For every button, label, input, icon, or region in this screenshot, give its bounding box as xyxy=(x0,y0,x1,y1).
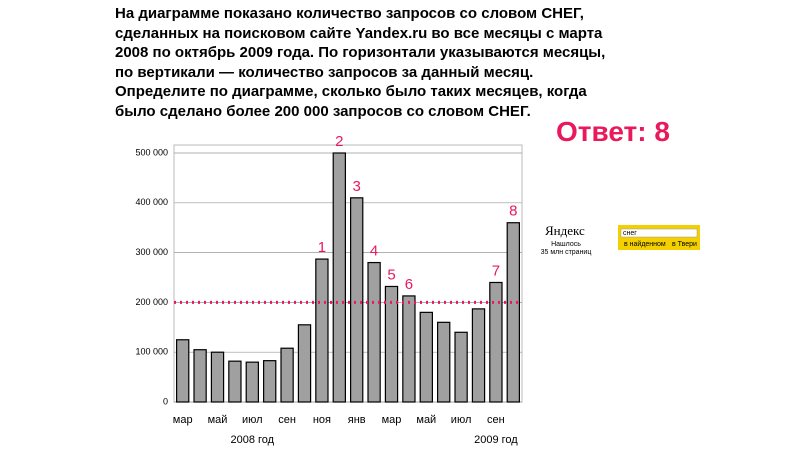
bar xyxy=(176,339,190,403)
y-tick-label: 300 000 xyxy=(135,247,168,257)
bar xyxy=(280,347,294,403)
y-tick-label: 100 000 xyxy=(135,347,168,357)
yandex-logo: Яндекс xyxy=(545,223,585,238)
marker-label: 8 xyxy=(509,203,517,220)
bar xyxy=(506,222,520,403)
plot-area xyxy=(173,144,523,403)
x-tick-label: ноя xyxy=(313,414,331,426)
bar xyxy=(367,261,381,403)
year-label: 2008 год xyxy=(231,434,275,446)
bar xyxy=(263,360,277,403)
y-tick-label: 0 xyxy=(163,396,168,406)
x-tick-label: июл xyxy=(242,414,263,426)
marker-label: 4 xyxy=(370,243,378,260)
bar xyxy=(350,197,364,403)
bar xyxy=(471,308,486,403)
task-line: Определите по диаграмме, сколько было та… xyxy=(115,83,587,100)
marker-label: 3 xyxy=(353,178,361,195)
bar xyxy=(489,281,503,403)
task-text: На диаграмме показано количество запросо… xyxy=(115,4,605,121)
bar xyxy=(245,361,259,403)
x-tick-label: янв xyxy=(348,414,366,426)
bar xyxy=(419,311,433,403)
bar xyxy=(332,152,346,403)
marker-label: 5 xyxy=(387,266,395,283)
marker-label: 7 xyxy=(492,262,500,279)
bar xyxy=(315,258,329,403)
task-line: сделанных на поисковом сайте Yandex.ru в… xyxy=(115,24,603,42)
year-label: 2009 год xyxy=(474,434,518,446)
x-tick-label: мар xyxy=(382,414,402,426)
x-tick-label: мар xyxy=(173,414,193,426)
task-line: На диаграмме показано количество запросо… xyxy=(115,5,584,22)
yandex-widget: Яндекс Нашлось 35 млн страниц снег в най… xyxy=(541,223,700,256)
answer: Ответ: 8 xyxy=(556,116,670,147)
yandex-option: в найденном xyxy=(624,240,666,248)
yandex-query: снег xyxy=(623,230,637,237)
x-tick-label: сен xyxy=(487,414,505,426)
yandex-count: 35 млн страниц xyxy=(541,249,592,256)
bar xyxy=(454,331,468,403)
x-tick-label: май xyxy=(208,414,228,426)
x-tick-label: июл xyxy=(451,414,472,426)
task-line: 2008 по октябрь 2009 года. По горизонтал… xyxy=(115,44,606,61)
marker-label: 1 xyxy=(318,239,326,256)
y-tick-label: 400 000 xyxy=(135,197,168,207)
yandex-input xyxy=(620,228,698,238)
x-tick-label: май xyxy=(416,414,436,426)
task-line: было сделано более 200 000 запросов со с… xyxy=(115,102,531,120)
bar xyxy=(193,349,207,403)
x-tick-label: сен xyxy=(278,414,296,426)
y-tick-label: 500 000 xyxy=(135,147,168,157)
marker-label: 2 xyxy=(335,133,343,150)
y-tick-label: 200 000 xyxy=(135,297,168,307)
bar xyxy=(228,360,242,403)
yandex-found: Нашлось xyxy=(551,241,581,248)
task-line: по вертикали — количество запросов за да… xyxy=(115,63,534,81)
bar xyxy=(402,295,416,403)
bar xyxy=(210,351,225,403)
marker-label: 6 xyxy=(405,276,413,293)
bar xyxy=(437,321,451,403)
bar xyxy=(384,285,399,403)
bar xyxy=(297,324,312,403)
yandex-option: в Твери xyxy=(672,241,697,248)
